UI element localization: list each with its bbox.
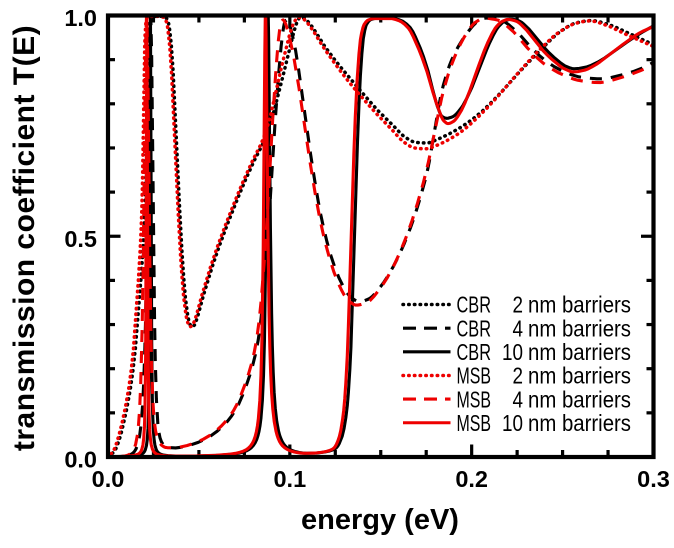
y-tick-label: 0.5: [64, 226, 97, 252]
legend-method: MSB: [457, 410, 492, 436]
plot-frame: [105, 13, 656, 460]
legend-row-msb-4nm: MSB 4 nm barriers: [403, 386, 631, 412]
legend-row-msb-10nm: MSB 10 nm barriers: [403, 410, 631, 436]
x-tick-label: 0.3: [637, 466, 670, 492]
legend-method: CBR: [457, 315, 492, 341]
legend-row-cbr-10nm: CBR 10 nm barriers: [403, 339, 631, 365]
legend-label: CBR 4 nm barriers: [457, 315, 632, 341]
legend-barrier-size: 10: [502, 410, 523, 436]
legend-suffix: nm barriers: [528, 386, 631, 412]
legend-label: MSB 2 nm barriers: [457, 363, 632, 389]
legend-barrier-size: 2: [513, 363, 524, 389]
legend-row-cbr-4nm: CBR 4 nm barriers: [403, 315, 631, 341]
legend-barrier-size: 2: [513, 292, 524, 318]
legend-barrier-size: 4: [513, 315, 524, 341]
legend-suffix: nm barriers: [528, 292, 631, 318]
legend-row-cbr-2nm: CBR 2 nm barriers: [401, 292, 632, 318]
legend-row-msb-2nm: MSB 2 nm barriers: [401, 363, 632, 389]
legend-barrier-size: 10: [502, 339, 523, 365]
legend-method: MSB: [457, 386, 492, 412]
legend-suffix: nm barriers: [528, 339, 631, 365]
legend-method: MSB: [457, 363, 492, 389]
curve-msb-4nm: [107, 13, 655, 459]
x-tick-label: 0.2: [455, 466, 488, 492]
y-axis-title: transmission coefficient T(E): [8, 25, 41, 451]
legend-barrier-size: 4: [513, 386, 524, 412]
legend-method: CBR: [457, 339, 492, 365]
legend-label: CBR 2 nm barriers: [457, 292, 632, 318]
x-tick-label: 0.0: [92, 466, 125, 492]
legend-suffix: nm barriers: [528, 315, 631, 341]
legend-label: MSB 10 nm barriers: [457, 410, 632, 436]
x-axis-title: energy (eV): [301, 504, 459, 536]
legend-suffix: nm barriers: [528, 363, 631, 389]
y-tick-label: 1.0: [64, 5, 97, 31]
legend-method: CBR: [457, 292, 492, 318]
x-tick-label: 0.1: [273, 466, 306, 492]
tick-labels: 0.0 0.1 0.2 0.3 0.0 0.5 1.0: [64, 5, 670, 492]
legend-label: CBR 10 nm barriers: [457, 339, 632, 365]
y-tick-label: 0.0: [64, 447, 97, 473]
legend-suffix: nm barriers: [528, 410, 631, 436]
curve-cbr-4nm: [107, 14, 655, 459]
legend-label: MSB 4 nm barriers: [457, 386, 632, 412]
